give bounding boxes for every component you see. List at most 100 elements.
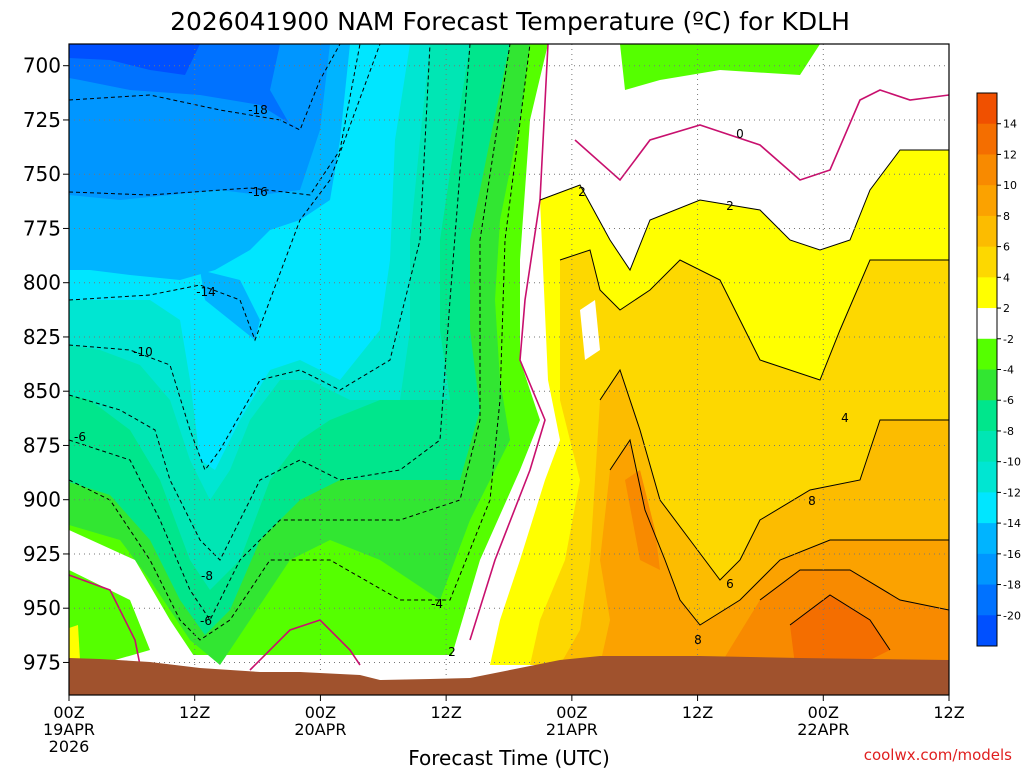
colorbar-swatch bbox=[977, 523, 997, 555]
colorbar-swatch bbox=[977, 553, 997, 586]
colorbar-label: 4 bbox=[1003, 271, 1010, 284]
colorbar-label: -8 bbox=[1003, 425, 1014, 438]
colorbar-swatch bbox=[977, 123, 997, 155]
colorbar-label: -4 bbox=[1003, 364, 1014, 377]
contour-label: -14 bbox=[196, 285, 216, 299]
x-tick-label-year: 2026 bbox=[49, 737, 90, 756]
chart-title: 2026041900 NAM Forecast Temperature (ºC)… bbox=[170, 7, 850, 36]
x-tick-label-date: 21APR bbox=[546, 720, 598, 739]
contour-lines bbox=[69, 44, 949, 671]
colorbar-swatch bbox=[977, 461, 997, 493]
y-tick-label: 800 bbox=[23, 271, 61, 295]
y-tick-label: 975 bbox=[23, 650, 61, 674]
contour-positive-2 bbox=[599, 368, 949, 581]
colorbar-swatch bbox=[977, 430, 997, 463]
contour-label: 2 bbox=[726, 199, 734, 213]
y-tick-label: 850 bbox=[23, 379, 61, 403]
contour-label: 4 bbox=[841, 411, 849, 425]
ground-surface bbox=[69, 656, 949, 695]
y-axis: 700 725 750 775 800 825 850 875 900 925 950 975 bbox=[23, 54, 69, 674]
contour-negative-6 bbox=[69, 44, 531, 641]
contour-zero-3 bbox=[574, 89, 949, 182]
colorbar-label: 14 bbox=[1003, 118, 1017, 131]
colorbar-swatch bbox=[977, 369, 997, 401]
fill-region-9 bbox=[200, 270, 260, 340]
x-tick-label-time: 00Z bbox=[53, 703, 84, 722]
colorbar-label: 2 bbox=[1003, 302, 1010, 315]
y-tick-label: 725 bbox=[23, 108, 61, 132]
plot-frame bbox=[68, 43, 950, 696]
contour-label: -4 bbox=[431, 597, 443, 611]
colorbar-swatch bbox=[977, 400, 997, 432]
contour-label: -6 bbox=[200, 614, 212, 628]
colorbar-swatch bbox=[977, 93, 997, 125]
contour-negative-1 bbox=[69, 44, 361, 196]
contour-negative-2 bbox=[69, 44, 381, 342]
fill-region-17 bbox=[580, 300, 600, 360]
contour-positive-4 bbox=[759, 569, 949, 611]
contour-positive-1 bbox=[559, 249, 949, 381]
colorbar-swatch bbox=[977, 308, 997, 340]
colorbar-label: -18 bbox=[1003, 579, 1021, 592]
colorbar-swatch bbox=[977, 246, 997, 278]
contour-label: -16 bbox=[248, 185, 268, 199]
colorbar-label: -2 bbox=[1003, 333, 1014, 346]
colorbar-label: -16 bbox=[1003, 548, 1021, 561]
contour-zero-0 bbox=[69, 574, 141, 666]
plot-area bbox=[69, 44, 949, 695]
colorbar-swatch bbox=[977, 584, 997, 616]
colorbar-label: -14 bbox=[1003, 517, 1021, 530]
x-tick-label-date: 22APR bbox=[797, 720, 849, 739]
contour-label: 0 bbox=[736, 127, 744, 141]
contour-negative-4 bbox=[69, 44, 471, 561]
contour-label: 6 bbox=[726, 577, 734, 591]
colorbar-label: 12 bbox=[1003, 148, 1017, 161]
colorbar-swatch bbox=[977, 185, 997, 217]
x-tick-label-time: 00Z bbox=[556, 703, 587, 722]
y-tick-label: 900 bbox=[23, 488, 61, 512]
contour-label: 2 bbox=[578, 185, 586, 199]
fill-region-14 bbox=[620, 44, 820, 90]
colorbar-swatch bbox=[977, 154, 997, 186]
contour-labels: -18 -16 -14 -10 -6 -8 -6 -4 2 2 0 2 4 8 6 8 bbox=[74, 103, 849, 659]
fill-region-22 bbox=[790, 595, 890, 665]
contour-label: -10 bbox=[133, 345, 153, 359]
gridlines bbox=[69, 44, 949, 695]
temperature-fill-layer bbox=[69, 44, 949, 670]
colorbar-label: 6 bbox=[1003, 241, 1010, 254]
colorbar-label: -12 bbox=[1003, 486, 1021, 499]
credit-text: coolwx.com/models bbox=[864, 746, 1012, 764]
contour-label: 2 bbox=[448, 645, 456, 659]
contour-label: -18 bbox=[248, 103, 268, 117]
contour-label: 8 bbox=[808, 494, 816, 508]
contour-negative-3 bbox=[69, 44, 431, 472]
x-tick-label-date: 20APR bbox=[294, 720, 346, 739]
contour-positive-0 bbox=[539, 149, 949, 272]
colorbar-label: -6 bbox=[1003, 394, 1014, 407]
x-tick-label-time: 12Z bbox=[430, 703, 461, 722]
x-tick-label-time: 12Z bbox=[933, 703, 964, 722]
contour-label: -6 bbox=[74, 430, 86, 444]
y-tick-label: 700 bbox=[23, 54, 61, 78]
colorbar-label: -10 bbox=[1003, 456, 1021, 469]
colorbar-label: 8 bbox=[1003, 210, 1010, 223]
contour-positive-5 bbox=[789, 594, 891, 651]
y-tick-label: 825 bbox=[23, 325, 61, 349]
contour-positive-3 bbox=[609, 438, 949, 626]
contour-label: 8 bbox=[694, 633, 702, 647]
colorbar-swatch bbox=[977, 277, 997, 309]
x-tick-label-time: 12Z bbox=[179, 703, 210, 722]
contour-negative-5 bbox=[69, 44, 511, 621]
x-axis-label: Forecast Time (UTC) bbox=[408, 746, 610, 768]
fill-region-23 bbox=[69, 625, 80, 660]
y-tick-label: 875 bbox=[23, 433, 61, 457]
fill-region-11 bbox=[69, 44, 300, 130]
colorbar-swatch bbox=[977, 615, 997, 647]
y-tick-label: 775 bbox=[23, 216, 61, 240]
fill-region-12 bbox=[69, 44, 200, 75]
y-tick-label: 925 bbox=[23, 542, 61, 566]
contour-zero-2 bbox=[469, 44, 549, 641]
x-tick-label-date: 19APR bbox=[43, 720, 95, 739]
colorbar: 14 12 10 8 6 4 2 -2 -4 -6 -8 -10 -12 -14 -16 -18 -20 bbox=[976, 92, 1021, 647]
